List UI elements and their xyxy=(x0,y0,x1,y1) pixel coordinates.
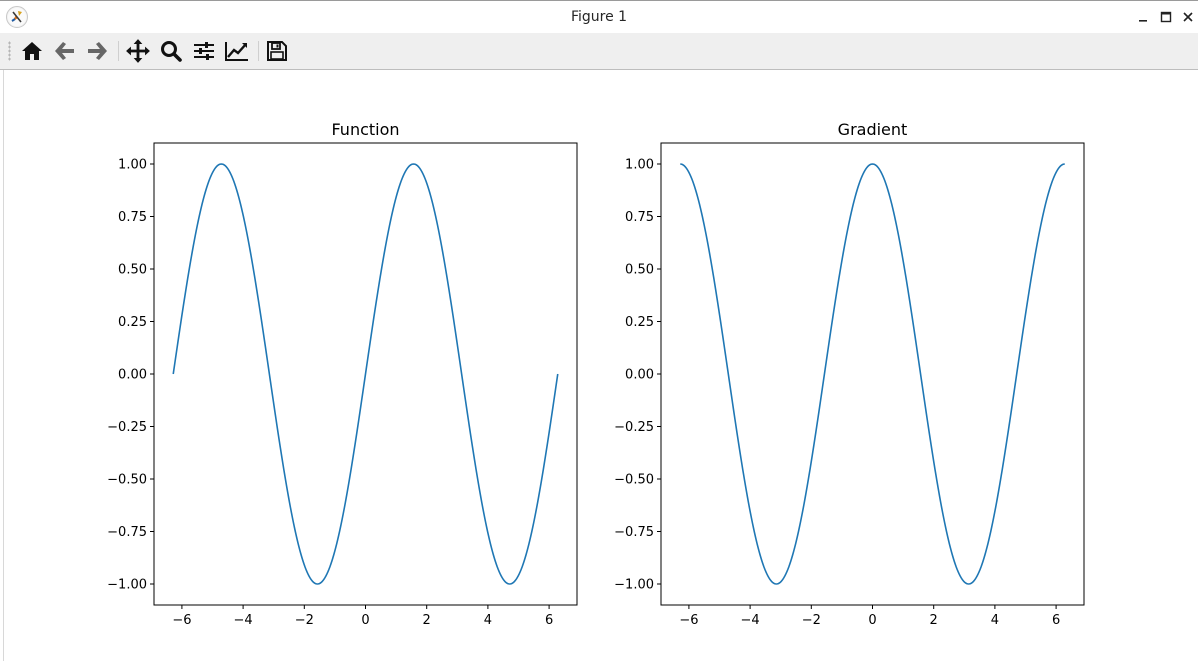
matplotlib-figure-icon[interactable] xyxy=(6,6,28,28)
close-icon[interactable] xyxy=(1178,7,1198,27)
y-tick-label: 0.00 xyxy=(118,368,147,383)
axes-function[interactable]: Function −6 −4 −2 0 2 4 6 −1.00 −0.75 −0.50 −0.25 0.… xyxy=(107,120,578,628)
zoom-icon xyxy=(161,41,182,62)
pan-button[interactable] xyxy=(123,36,153,66)
y-tick-label: −1.00 xyxy=(107,578,147,593)
minimize-icon[interactable] xyxy=(1133,7,1153,27)
navigation-toolbar xyxy=(0,33,1198,70)
axes-frame xyxy=(660,142,1085,606)
y-tick-label: 1.00 xyxy=(118,158,147,173)
x-tick-label: 0 xyxy=(361,613,369,628)
axes-gradient[interactable]: Gradient −6 −4 −2 0 2 4 6 −1.00 −0.75 −0.50 −0.25 0.… xyxy=(614,120,1085,628)
x-tick-label: −2 xyxy=(802,613,821,628)
y-tick-label: 0.25 xyxy=(118,315,147,330)
figure-canvas[interactable]: Function −6 −4 −2 0 2 4 6 −1.00 −0.75 −0.50 −0.25 0.… xyxy=(3,70,1198,661)
x-tick-label: −6 xyxy=(172,613,191,628)
customize-button[interactable] xyxy=(222,36,252,66)
x-tick-label: 2 xyxy=(930,613,938,628)
x-tick-label: −4 xyxy=(741,613,760,628)
arrow-right-icon xyxy=(88,42,107,60)
floppy-disk-icon xyxy=(267,41,287,61)
sliders-icon xyxy=(194,42,214,60)
maximize-icon[interactable] xyxy=(1156,7,1176,27)
y-tick-label: 1.00 xyxy=(625,158,654,173)
y-tick-label: 0.50 xyxy=(625,263,654,278)
y-tick-label: −0.50 xyxy=(614,473,654,488)
axes-title: Function xyxy=(331,120,399,139)
zoom-button[interactable] xyxy=(156,36,186,66)
window-title: Figure 1 xyxy=(570,9,628,25)
arrow-left-icon xyxy=(55,42,74,60)
x-tick-label: 2 xyxy=(423,613,431,628)
y-tick-label: 0.00 xyxy=(625,368,654,383)
title-bar[interactable]: Figure 1 xyxy=(0,0,1198,33)
x-tick-label: 0 xyxy=(868,613,876,628)
line-chart-icon xyxy=(225,42,248,61)
y-tick-label: −0.25 xyxy=(614,420,654,435)
toolbar-grip[interactable] xyxy=(8,41,11,61)
y-tick-label: −0.50 xyxy=(107,473,147,488)
move-icon xyxy=(126,39,150,63)
y-tick-label: −0.75 xyxy=(107,525,147,540)
save-button[interactable] xyxy=(262,36,292,66)
series-line xyxy=(172,163,559,585)
toolbar-separator xyxy=(258,41,259,61)
x-tick-label: −4 xyxy=(234,613,253,628)
y-tick-label: 0.25 xyxy=(625,315,654,330)
toolbar-separator xyxy=(118,41,119,61)
y-tick-label: −0.75 xyxy=(614,525,654,540)
home-icon xyxy=(22,42,42,60)
x-tick-label: 6 xyxy=(1052,613,1060,628)
x-tick-label: −6 xyxy=(679,613,698,628)
x-tick-label: 4 xyxy=(991,613,999,628)
y-tick-label: 0.75 xyxy=(118,210,147,225)
y-tick-label: −0.25 xyxy=(107,420,147,435)
configure-subplots-button[interactable] xyxy=(189,36,219,66)
x-tick-label: 4 xyxy=(484,613,492,628)
x-tick-label: −2 xyxy=(295,613,314,628)
figure-svg[interactable]: Function −6 −4 −2 0 2 4 6 −1.00 −0.75 −0.50 −0.25 0.… xyxy=(4,70,1198,661)
axes-title: Gradient xyxy=(838,120,908,139)
y-tick-label: −1.00 xyxy=(614,578,654,593)
back-button[interactable] xyxy=(50,36,80,66)
series-line xyxy=(680,163,1065,585)
x-tick-label: 6 xyxy=(545,613,553,628)
y-tick-label: 0.75 xyxy=(625,210,654,225)
forward-button[interactable] xyxy=(82,36,112,66)
y-tick-label: 0.50 xyxy=(118,263,147,278)
home-button[interactable] xyxy=(17,36,47,66)
